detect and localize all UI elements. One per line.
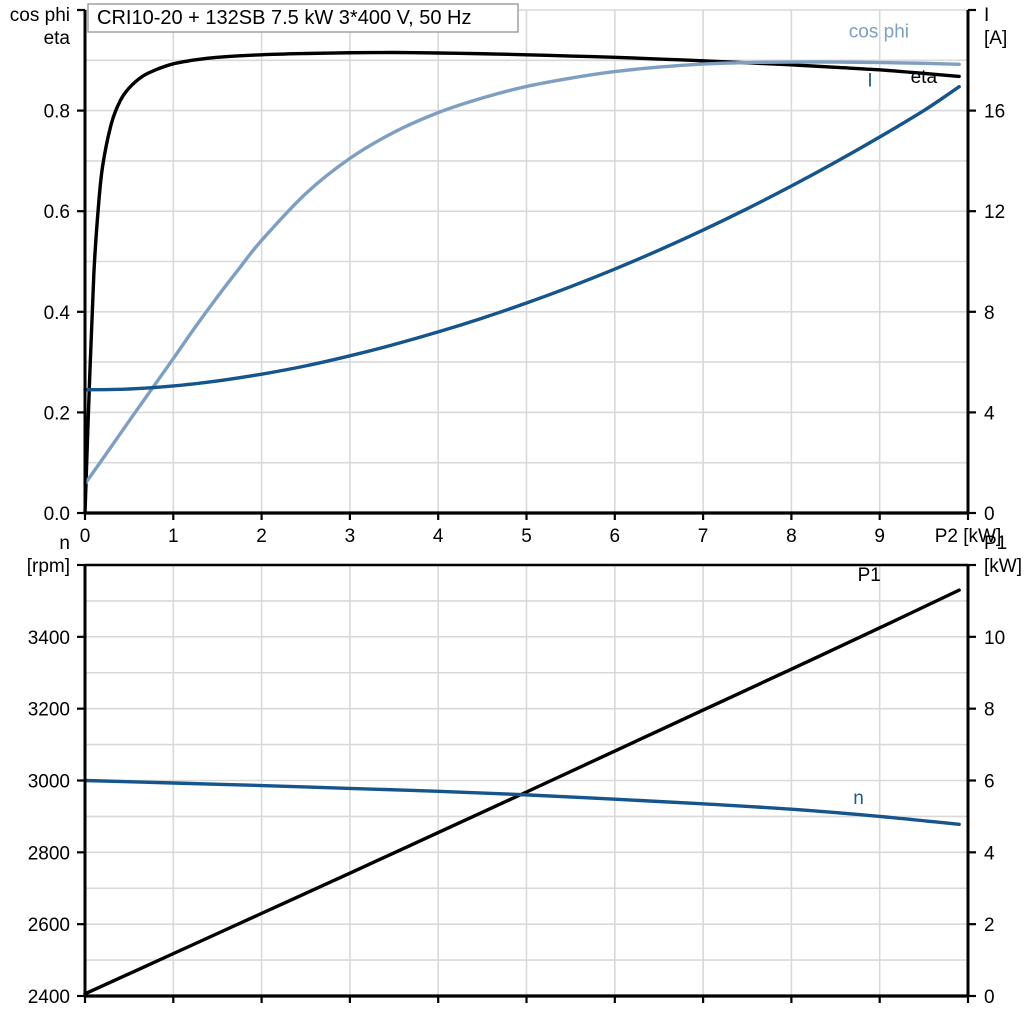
- chart-title: CRI10-20 + 132SB 7.5 kW 3*400 V, 50 Hz: [97, 7, 471, 29]
- xtick-label: 5: [521, 526, 532, 547]
- y-axis-title-left-line1: cos phi: [10, 5, 70, 26]
- ytick-label-right: 12: [984, 202, 1005, 223]
- ytick-label-left: 0.4: [44, 303, 71, 324]
- ytick-label-right: 6: [984, 772, 995, 793]
- y-axis-title-right-line1: P1: [984, 533, 1007, 554]
- ytick-label-left: 2800: [28, 843, 70, 864]
- ytick-label-left: 2400: [28, 987, 70, 1008]
- x-axis-title: P2 [kW]: [935, 526, 1002, 547]
- y-axis-title-left-line2: eta: [44, 28, 71, 49]
- ytick-label-right: 2: [984, 915, 995, 936]
- xtick-label: 9: [874, 526, 885, 547]
- curve-label-n: n: [853, 788, 864, 809]
- ytick-label-left: 3400: [28, 628, 70, 649]
- curve-label-i: I: [867, 71, 872, 92]
- curve-p1: [83, 588, 961, 996]
- y-axis-title-left-line2: [rpm]: [27, 556, 70, 577]
- ytick-label-right: 4: [984, 403, 995, 424]
- curve-label-cos-phi: cos phi: [849, 22, 909, 43]
- xtick-label: 7: [698, 526, 709, 547]
- ytick-label-right: 8: [984, 303, 995, 324]
- ytick-label-left: 2600: [28, 915, 70, 936]
- xtick-label: 4: [433, 526, 444, 547]
- ytick-label-left: 0.8: [44, 102, 70, 123]
- xtick-label: 6: [610, 526, 621, 547]
- y-axis-title-left-line1: n: [59, 533, 70, 554]
- ytick-label-right: 8: [984, 700, 995, 721]
- ytick-label-left: 0.6: [44, 202, 70, 223]
- xtick-label: 0: [80, 526, 91, 547]
- curve-cos-phi: [83, 60, 961, 486]
- xtick-label: 2: [256, 526, 267, 547]
- ytick-label-right: 4: [984, 843, 995, 864]
- ytick-label-right: 0: [984, 987, 995, 1008]
- ytick-label-left: 3000: [28, 772, 70, 793]
- xtick-label: 3: [345, 526, 356, 547]
- ytick-label-right: 10: [984, 628, 1005, 649]
- curve-label-eta: eta: [911, 67, 938, 88]
- curve-label-p1: P1: [858, 565, 881, 586]
- y-axis-title-right-line2: [kW]: [984, 556, 1022, 577]
- ytick-label-right: 0: [984, 504, 995, 525]
- title-box: [87, 3, 519, 33]
- curve-i: [83, 85, 961, 392]
- curve-n: [83, 778, 961, 827]
- xtick-label: 8: [786, 526, 797, 547]
- ytick-label-right: 16: [984, 102, 1005, 123]
- y-axis-title-right-line2: [A]: [984, 28, 1007, 49]
- ytick-label-left: 0.0: [44, 504, 70, 525]
- xtick-label: 1: [168, 526, 179, 547]
- y-axis-title-right-line1: I: [984, 5, 989, 26]
- ytick-label-left: 0.2: [44, 403, 70, 424]
- ytick-label-left: 3200: [28, 700, 70, 721]
